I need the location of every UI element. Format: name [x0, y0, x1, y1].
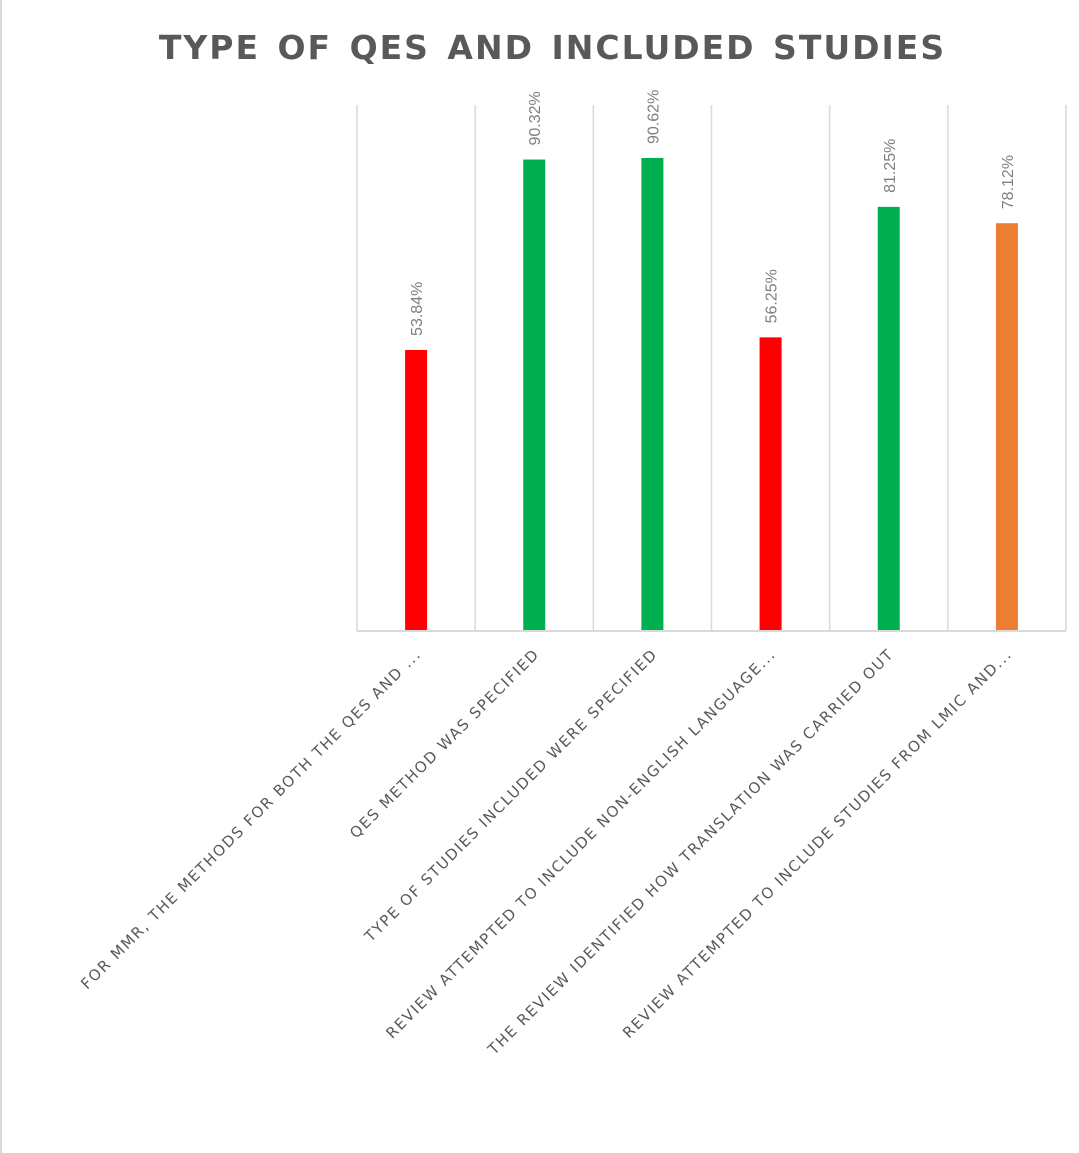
category-labels: FOR MMR, THE METHODS FOR BOTH THE QES AN… — [77, 645, 1016, 1059]
category-label-4: REVIEW ATTEMPTED TO INCLUDE NON-ENGLISH … — [382, 645, 779, 1042]
bars — [405, 157, 1018, 631]
bar-2 — [523, 159, 546, 631]
category-label-2: QES METHOD WAS SPECIFIED — [346, 645, 543, 842]
bar-1 — [405, 349, 428, 631]
gridlines — [356, 105, 1067, 631]
chart-title: TYPE OF QES AND INCLUDED STUDIES — [158, 28, 947, 67]
bar-6 — [995, 223, 1018, 631]
category-label-6: REVIEW ATTEMPTED TO INCLUDE STUDIES FROM… — [619, 645, 1016, 1042]
bar-3 — [641, 157, 664, 631]
value-labels: 53.84% 90.32% 90.62% 56.25% 81.25% 78.12% — [409, 90, 1017, 336]
bar-5 — [877, 206, 900, 631]
value-label-5: 81.25% — [882, 139, 899, 193]
bar-4 — [759, 337, 782, 631]
value-label-4: 56.25% — [764, 269, 781, 323]
value-label-6: 78.12% — [1000, 155, 1017, 209]
value-label-1: 53.84% — [409, 282, 426, 336]
category-label-5: THE REVIEW IDENTIFIED HOW TRANSLATION WA… — [484, 645, 898, 1059]
value-label-2: 90.32% — [527, 91, 544, 145]
value-label-3: 90.62% — [645, 90, 662, 144]
